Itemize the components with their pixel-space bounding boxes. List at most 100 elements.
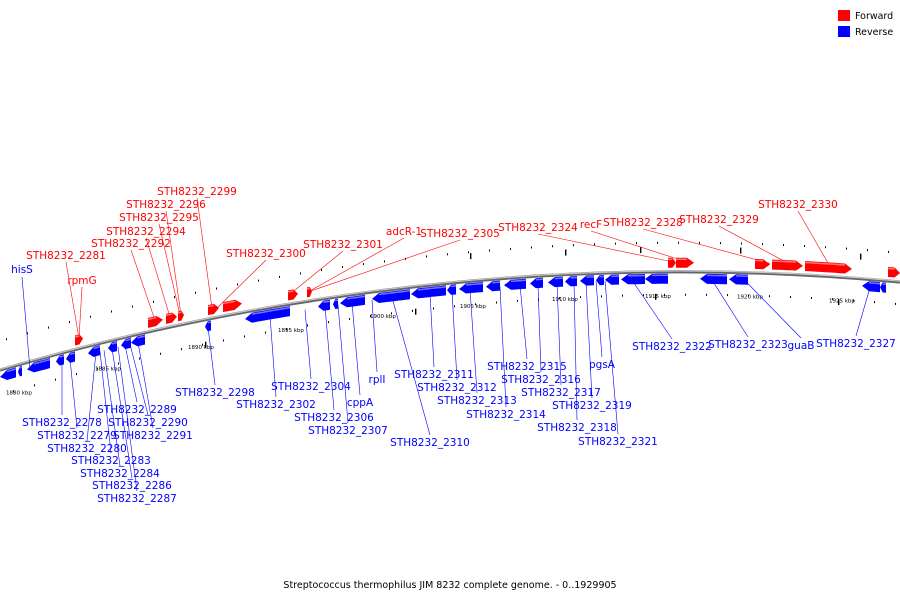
track-tick-upper	[384, 260, 385, 263]
label-leader-line	[371, 299, 378, 373]
reverse-gene-arrow-highlight	[323, 300, 331, 304]
track-major-tick	[838, 299, 840, 306]
legend-label-reverse: Reverse	[855, 27, 893, 38]
label-leader-line	[711, 279, 749, 338]
track-tick-upper	[552, 245, 553, 248]
reverse-gene-arrow	[504, 278, 526, 290]
track-tick-upper	[174, 296, 175, 299]
reverse-gene-arrow-highlight	[33, 358, 51, 365]
label-leader-line	[207, 327, 216, 386]
gene-label: STH8232_2327	[816, 338, 896, 350]
track-tick-lower	[769, 295, 770, 298]
track-tick-upper	[300, 272, 301, 275]
reverse-gene-arrow-highlight	[6, 368, 17, 373]
reverse-gene-arrow	[121, 337, 131, 350]
gene-label: STH8232_2291	[113, 430, 193, 442]
track-tick-lower	[832, 298, 833, 301]
track-tick-lower	[181, 348, 182, 351]
track-tick-lower	[853, 299, 854, 302]
reverse-gene-arrow-highlight	[417, 286, 447, 291]
gene-label: STH8232_2299	[157, 186, 237, 198]
track-tick-lower	[874, 301, 875, 304]
track-tick-upper	[489, 249, 490, 252]
track-tick-upper	[573, 244, 574, 247]
reverse-gene-arrow-highlight	[465, 282, 484, 286]
reverse-gene-arrow	[447, 284, 456, 295]
track-tick-lower	[727, 294, 728, 297]
gene-label: STH8232_2279	[37, 430, 117, 442]
reverse-gene-arrow	[530, 277, 543, 289]
forward-gene-arrow	[75, 334, 83, 346]
genome-backbone	[0, 270, 900, 372]
track-tick-upper	[321, 269, 322, 272]
reverse-gene-arrow	[605, 274, 619, 285]
reverse-gene-arrow	[621, 274, 645, 285]
gene-label: STH8232_2289	[97, 404, 177, 416]
kbp-tick-label: 1910 kbp	[552, 297, 578, 303]
track-major-tick	[470, 253, 472, 260]
reverse-gene-arrow-highlight	[346, 295, 366, 300]
track-tick-upper	[531, 246, 532, 249]
track-tick-lower	[496, 301, 497, 304]
gene-label: STH8232_2319	[552, 400, 632, 412]
forward-gene-arrow-highlight	[74, 335, 80, 338]
reverse-gene-arrow-highlight	[207, 321, 212, 324]
reverse-gene-arrow	[486, 280, 500, 292]
track-tick-lower	[433, 307, 434, 310]
gene-label: pgsA	[589, 359, 616, 371]
reverse-gene-arrow	[565, 276, 577, 287]
gene-label: STH8232_2284	[80, 468, 160, 480]
forward-gene-arrow-highlight	[147, 316, 157, 321]
kbp-tick-label: 1920 kbp	[737, 294, 763, 300]
gene-label: STH8232_2280	[47, 443, 127, 455]
gene-label: STH8232_2302	[236, 399, 316, 411]
track-major-tick	[565, 249, 567, 256]
gene-label: STH8232_2330	[758, 199, 838, 211]
kbp-tick-label: 1890 kbp	[188, 345, 214, 351]
gene-label: STH8232_2298	[175, 387, 255, 399]
reverse-gene-arrow	[88, 345, 100, 357]
label-leader-line	[304, 309, 312, 380]
label-leader-line	[604, 280, 619, 435]
label-leader-line	[311, 239, 461, 291]
label-leader-line	[469, 289, 478, 394]
track-tick-upper	[195, 291, 196, 294]
gene-labels: rpmG STH8232_2281STH8232_2292STH8232_2294…	[11, 186, 896, 505]
label-leader-line	[585, 281, 593, 399]
reverse-gene-arrow	[333, 298, 338, 309]
track-tick-lower	[790, 295, 791, 298]
track-tick-lower	[622, 294, 623, 297]
kbp-tick-label: 1885 kbp	[95, 366, 121, 372]
gene-label: STH8232_2329	[679, 214, 759, 226]
gene-label: STH8232_2278	[22, 417, 102, 429]
forward-gene-arrow	[676, 257, 694, 268]
label-leader-line	[499, 286, 507, 408]
track-tick-lower	[349, 318, 350, 321]
reverse-gene-arrow-highlight	[125, 338, 132, 342]
forward-gene-arrow-highlight	[207, 304, 215, 308]
track-tick-upper	[6, 338, 7, 341]
map-caption: Streptococcus thermophilus JIM 8232 comp…	[283, 580, 616, 591]
track-tick-lower	[286, 327, 287, 330]
label-leader-line	[137, 342, 154, 429]
label-leader-line	[855, 287, 871, 337]
track-tick-upper	[783, 243, 784, 246]
gene-label: STH8232_2328	[603, 217, 683, 229]
track-tick-lower	[664, 293, 665, 296]
legend-swatch-reverse	[838, 26, 850, 37]
gene-label: STH8232_2283	[71, 455, 151, 467]
reverse-gene-arrow-highlight	[111, 341, 118, 345]
gene-label: STH8232_2306	[294, 412, 374, 424]
track-tick-upper	[258, 279, 259, 282]
reverse-gene-arrow	[880, 282, 886, 293]
track-tick-upper	[741, 242, 742, 245]
gene-label: STH8232_2316	[501, 374, 581, 386]
kbp-tick-label: 1905 kbp	[460, 304, 486, 310]
forward-gene-arrow-highlight	[222, 300, 236, 305]
track-tick-lower	[895, 302, 896, 305]
gene-label: STH8232_2310	[390, 437, 470, 449]
track-tick-upper	[657, 241, 658, 244]
track-tick-lower	[244, 335, 245, 338]
label-leader-line	[590, 230, 687, 263]
